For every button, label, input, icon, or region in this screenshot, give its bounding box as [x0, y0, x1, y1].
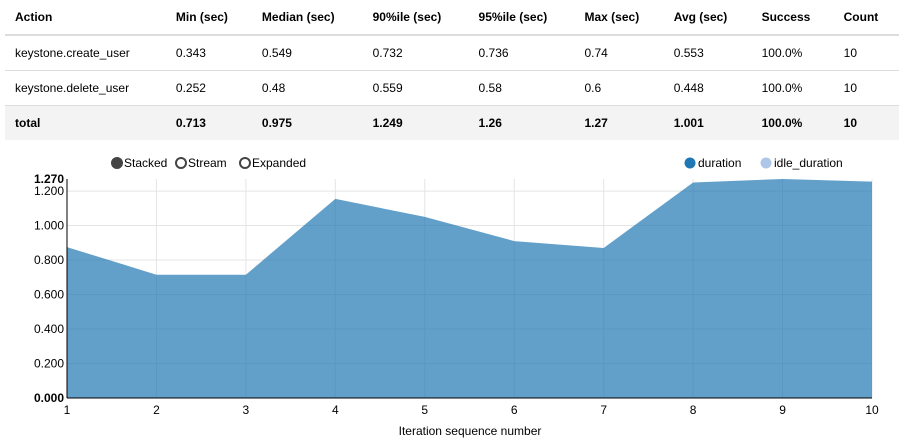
mode-label: Stream	[188, 156, 227, 170]
radio-icon	[111, 157, 123, 169]
mode-stream[interactable]: Stream	[175, 156, 227, 170]
table-row: total 0.713 0.975 1.249 1.26 1.27 1.001 100.0% 1…	[5, 105, 899, 140]
table-cell: 0.559	[362, 70, 469, 106]
column-header[interactable]: Success	[751, 0, 834, 36]
table-row: keystone.create_user 0.343 0.549 0.732 0.736…	[5, 34, 899, 71]
table-cell: 0.553	[663, 34, 752, 71]
y-tick-label: 0.600	[34, 288, 64, 302]
legend-dot-icon	[760, 157, 772, 169]
table-cell: 0.549	[251, 34, 363, 71]
table-cell: keystone.create_user	[5, 34, 166, 71]
mode-label: Expanded	[252, 156, 306, 170]
table-cell: 1.27	[574, 105, 664, 140]
mode-label: Stacked	[124, 156, 167, 170]
column-header[interactable]: 90%ile (sec)	[362, 0, 469, 36]
x-axis-label: Iteration sequence number	[399, 424, 542, 438]
legend-label: duration	[698, 156, 741, 170]
y-tick-label: 0.000	[34, 391, 64, 405]
table-cell: 10	[833, 70, 899, 106]
x-tick-label: 8	[690, 403, 697, 417]
column-header[interactable]: Avg (sec)	[663, 0, 752, 36]
radio-icon	[239, 157, 251, 169]
table-cell: 1.001	[663, 105, 752, 140]
legend-item-duration[interactable]: duration	[684, 156, 742, 170]
table-cell: 0.732	[362, 34, 469, 71]
column-header[interactable]: Min (sec)	[165, 0, 252, 36]
table-cell: 0.6	[574, 70, 664, 106]
table-cell: 0.975	[251, 105, 363, 140]
table-cell: total	[5, 105, 166, 140]
legend-label: idle_duration	[774, 156, 843, 170]
column-header[interactable]: Action	[5, 0, 166, 36]
y-tick-label: 1.270	[34, 172, 64, 186]
table-row: keystone.delete_user 0.252 0.48 0.559 0.58 0.…	[5, 70, 899, 106]
x-tick-label: 4	[332, 403, 339, 417]
x-tick-label: 5	[421, 403, 428, 417]
y-tick-label: 1.200	[34, 184, 64, 198]
table-cell: 0.74	[574, 34, 664, 71]
table-cell: 10	[833, 34, 899, 71]
mode-expanded[interactable]: Expanded	[239, 156, 306, 170]
x-tick-label: 1	[64, 403, 71, 417]
table-cell: keystone.delete_user	[5, 70, 166, 106]
column-header[interactable]: 95%ile (sec)	[468, 0, 575, 36]
table-cell: 100.0%	[751, 105, 834, 140]
table-cell: 1.26	[468, 105, 575, 140]
x-tick-label: 2	[153, 403, 160, 417]
column-header[interactable]: Median (sec)	[251, 0, 363, 36]
mode-stacked[interactable]: Stacked	[111, 156, 167, 170]
y-tick-label: 0.800	[34, 253, 64, 267]
y-tick-label: 0.200	[34, 357, 64, 371]
x-tick-label: 9	[779, 403, 786, 417]
table-cell: 0.252	[165, 70, 252, 106]
area-chart: 1 2 3 4 5 6 7 8 9 10 0.000 0.200 0.400 0.600 0.800 1.00…	[34, 156, 879, 438]
table-cell: 10	[833, 105, 899, 140]
x-tick-label: 3	[243, 403, 250, 417]
y-tick-label: 1.000	[34, 219, 64, 233]
table-cell: 0.448	[663, 70, 752, 106]
table-cell: 1.249	[362, 105, 469, 140]
legend-item-idle_duration[interactable]: idle_duration	[760, 156, 843, 170]
table-cell: 0.713	[165, 105, 252, 140]
series-area-duration[interactable]	[67, 179, 872, 398]
table-cell: 0.58	[468, 70, 575, 106]
legend-dot-icon	[684, 157, 696, 169]
x-tick-label: 6	[511, 403, 518, 417]
table-cell: 0.48	[251, 70, 363, 106]
x-tick-label: 10	[865, 403, 879, 417]
table-cell: 0.343	[165, 34, 252, 71]
column-header[interactable]: Max (sec)	[574, 0, 664, 36]
results-table: Action Min (sec) Median (sec) 90%ile (sec) 9…	[5, 0, 899, 140]
y-tick-label: 0.400	[34, 322, 64, 336]
radio-icon	[175, 157, 187, 169]
table-cell: 0.736	[468, 34, 575, 71]
table-cell: 100.0%	[751, 34, 834, 71]
x-tick-label: 7	[600, 403, 607, 417]
column-header[interactable]: Count	[833, 0, 899, 36]
table-cell: 100.0%	[751, 70, 834, 106]
